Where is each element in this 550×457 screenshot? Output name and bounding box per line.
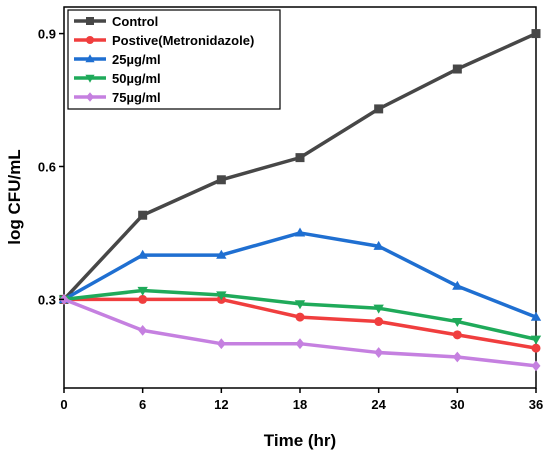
- legend-label: 50µg/ml: [112, 71, 161, 86]
- legend-item: Control: [74, 14, 158, 29]
- data-point: [452, 280, 463, 290]
- legend-swatch-marker: [85, 74, 95, 83]
- legend: Control Postive(Metronidazole) 25µg/ml 50µg…: [67, 9, 281, 110]
- x-tick-label: 30: [450, 397, 464, 412]
- legend-swatch-marker: [85, 54, 95, 63]
- series-group: [59, 293, 541, 372]
- legend-label: Control: [112, 14, 158, 29]
- data-point: [530, 311, 542, 321]
- data-point: [138, 210, 148, 220]
- legend-item: 50µg/ml: [74, 71, 161, 86]
- data-point: [374, 104, 384, 114]
- y-axis-title: log CFU/mL: [5, 149, 24, 244]
- data-point: [216, 338, 226, 350]
- data-point: [137, 286, 148, 296]
- data-point: [294, 227, 306, 237]
- data-point: [216, 291, 227, 301]
- y-tick-label: 0.9: [38, 27, 56, 42]
- data-point: [452, 317, 463, 327]
- legend-item: Postive(Metronidazole): [74, 33, 254, 48]
- data-point: [452, 351, 462, 363]
- legend-item: 25µg/ml: [74, 52, 161, 67]
- data-point: [138, 294, 148, 304]
- legend-swatch-marker: [86, 17, 94, 25]
- legend-swatch-marker: [86, 92, 94, 102]
- data-point: [452, 330, 462, 340]
- y-tick-label: 0.3: [38, 292, 56, 307]
- series-group: [59, 294, 541, 353]
- x-tick-label: 12: [214, 397, 228, 412]
- series-line: [63, 297, 537, 368]
- data-point: [294, 300, 306, 310]
- legend-label: 75µg/ml: [112, 90, 161, 105]
- data-point: [138, 325, 148, 336]
- legend-label: Postive(Metronidazole): [112, 33, 254, 48]
- y-tick-label: 0.6: [38, 159, 56, 174]
- x-tick-label: 18: [293, 397, 307, 412]
- data-point: [373, 304, 384, 314]
- x-tick-label: 6: [139, 397, 146, 412]
- data-point: [216, 249, 227, 259]
- data-point: [374, 317, 384, 327]
- x-tick-label: 0: [60, 397, 67, 412]
- series-group: [58, 227, 542, 321]
- data-point: [137, 249, 148, 259]
- data-point: [531, 360, 541, 372]
- x-axis-title: Time (hr): [264, 431, 336, 450]
- data-point: [530, 335, 542, 345]
- data-point: [531, 343, 541, 353]
- ticks-layer: 0 6 12 18 24 30 36 0.3 0.6 0.9: [38, 27, 543, 412]
- data-point: [295, 153, 305, 163]
- data-point: [216, 175, 226, 185]
- legend-item: 75µg/ml: [74, 90, 161, 105]
- data-point: [295, 312, 305, 322]
- x-tick-label: 24: [371, 397, 386, 412]
- legend-swatch-marker: [86, 36, 94, 44]
- legend-label: 25µg/ml: [112, 52, 161, 67]
- data-point: [531, 29, 541, 39]
- x-tick-label: 36: [529, 397, 543, 412]
- data-point: [452, 64, 462, 74]
- data-point: [374, 347, 384, 358]
- data-point: [373, 240, 384, 250]
- data-point: [295, 338, 305, 350]
- series-layer: [58, 29, 542, 372]
